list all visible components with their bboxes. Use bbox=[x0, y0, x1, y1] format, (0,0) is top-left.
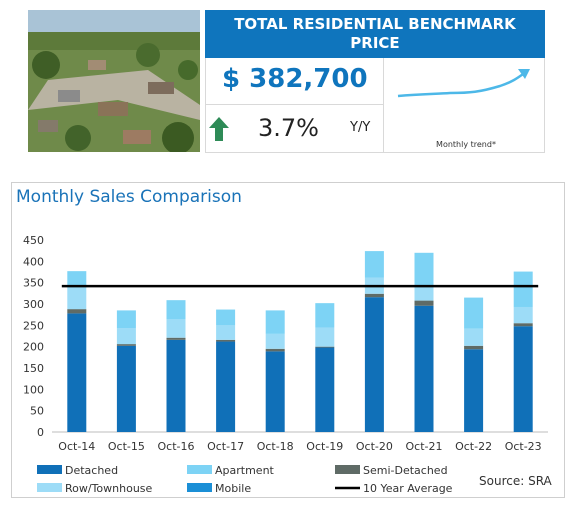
benchmark-title: TOTAL RESIDENTIAL BENCHMARK PRICE bbox=[234, 15, 516, 52]
card-divider-horizontal bbox=[205, 104, 383, 105]
yoy-change-unit: Y/Y bbox=[350, 120, 371, 135]
benchmark-title-banner: TOTAL RESIDENTIAL BENCHMARK PRICE bbox=[205, 10, 545, 58]
trend-label: Monthly trend* bbox=[436, 140, 496, 149]
benchmark-price: $ 382,700 bbox=[222, 64, 368, 94]
monthly-trend-sparkline bbox=[390, 62, 540, 127]
chart-title: Monthly Sales Comparison bbox=[16, 187, 242, 207]
up-arrow-icon bbox=[208, 116, 230, 147]
benchmark-card bbox=[205, 58, 545, 153]
card-divider-vertical bbox=[383, 58, 384, 153]
source-note: Source: SRA bbox=[479, 474, 552, 488]
neighbourhood-aerial-photo bbox=[28, 10, 200, 152]
yoy-change-value: 3.7% bbox=[258, 114, 319, 142]
chart-frame bbox=[11, 182, 565, 498]
